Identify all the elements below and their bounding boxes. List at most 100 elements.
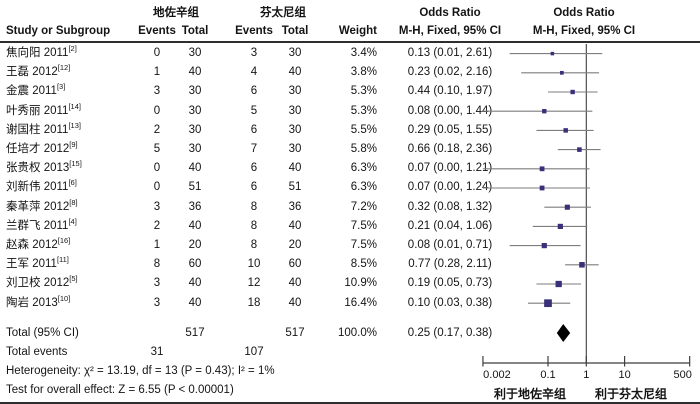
events-dezocine: 2: [153, 123, 161, 136]
heterogeneity-text: Heterogeneity: χ² = 13.19, df = 13 (P = …: [6, 365, 275, 377]
ci-text: 0.44 (0.10, 1.97): [407, 85, 493, 98]
study-ref: [4]: [68, 216, 77, 226]
header-divider: [0, 41, 700, 43]
events-fentanyl: 4: [250, 66, 258, 79]
weight-value: 5.3%: [350, 104, 377, 117]
ci-text: 0.77 (0.28, 2.11): [408, 258, 492, 271]
total-label: Total (95% CI): [6, 327, 79, 339]
study-ref: [3]: [56, 82, 66, 92]
study-ref: [13]: [68, 120, 81, 130]
weight-value: 5.8%: [350, 143, 377, 155]
events-fentanyl: 10: [247, 258, 261, 271]
total-fentanyl: 40: [288, 66, 302, 79]
total-fentanyl: 40: [288, 277, 302, 290]
ci-text: 0.19 (0.05, 0.73): [407, 277, 493, 290]
weight-value: 7.5%: [350, 219, 377, 232]
table-row: 刘卫校 2012[5] 3 40 12 40 10.9% 0.19 (0.05, 0.73): [0, 274, 700, 293]
ci-text: 0.10 (0.03, 0.38): [407, 296, 493, 309]
weight-column-header: Weight: [338, 25, 377, 37]
total-fentanyl: 40: [288, 296, 302, 309]
total-row: Total (95% CI) 517 517 100.0% 0.25 (0.17…: [0, 324, 700, 343]
total-fentanyl: 40: [288, 219, 302, 232]
table-row: 王军 2011[11] 8 60 10 60 8.5% 0.77 (0.28, 2.11): [0, 255, 700, 274]
group1-header: 地佐辛组: [153, 7, 199, 19]
total-fentanyl: 30: [288, 104, 302, 117]
study-ref: [14]: [68, 101, 81, 111]
total-dezocine: 30: [188, 47, 202, 59]
weight-value: 5.3%: [350, 85, 377, 98]
ci-text: 0.21 (0.04, 1.06): [407, 219, 493, 232]
study-ref: [2]: [68, 44, 77, 54]
weight-value: 3.4%: [350, 47, 377, 59]
weight-value: 16.4%: [344, 296, 377, 309]
total-fentanyl: 30: [288, 123, 302, 136]
study-name: 秦革萍 2012[8]: [6, 197, 78, 213]
total-dezocine: 36: [188, 200, 202, 213]
weight-value: 7.5%: [350, 239, 377, 251]
events-fentanyl: 5: [250, 104, 258, 117]
table-row: 谢国柱 2011[13] 2 30 6 30 5.5% 0.29 (0.05, 1.55): [0, 121, 700, 140]
study-ref: [12]: [57, 63, 71, 73]
total-n-fentanyl: 517: [285, 327, 305, 339]
total-fentanyl: 60: [288, 258, 302, 271]
study-name: 王磊 2012[12]: [6, 63, 71, 79]
total-fentanyl: 36: [288, 200, 302, 213]
table-row: 陶岩 2013[10] 3 40 18 40 16.4% 0.10 (0.03, 0.38): [0, 294, 700, 313]
total-fentanyl: 51: [288, 181, 302, 194]
weight-value: 6.3%: [350, 162, 377, 175]
total-fentanyl: 30: [288, 47, 302, 59]
total-dezocine: 30: [188, 123, 202, 136]
study-name: 金震 2011[3]: [6, 82, 66, 98]
ci-text: 0.07 (0.00, 1.24): [407, 181, 493, 194]
total-dezocine: 30: [188, 143, 202, 155]
events-dezocine: 2: [153, 219, 161, 232]
weight-value: 7.2%: [350, 200, 377, 213]
weight-value: 3.8%: [350, 66, 377, 79]
events-fentanyl: 8: [250, 219, 258, 232]
events-dezocine: 3: [153, 85, 161, 98]
events-dezocine: 1: [153, 239, 161, 251]
weight-value: 8.5%: [350, 258, 377, 271]
weight-value: 6.3%: [350, 181, 377, 194]
table-row: 王磊 2012[12] 1 40 4 40 3.8% 0.23 (0.02, 2.16): [0, 63, 700, 82]
total-events-fentanyl: 107: [244, 346, 264, 358]
study-ref: [10]: [57, 293, 71, 303]
events-dezocine: 3: [153, 200, 161, 213]
study-column-header: Study or Subgroup: [6, 25, 111, 37]
total-fentanyl: 30: [288, 143, 302, 155]
weight-value: 5.5%: [350, 123, 377, 136]
table-row: 张贵权 2013[15] 0 40 6 40 6.3% 0.07 (0.00, 1.21): [0, 159, 700, 178]
total-events-dezocine: 31: [150, 346, 164, 358]
events-dezocine: 5: [153, 143, 161, 155]
overall-effect-row: Test for overall effect: Z = 6.55 (P < 0…: [0, 381, 700, 400]
events-fentanyl: 8: [250, 200, 258, 213]
total-dezocine: 60: [188, 258, 202, 271]
table-row: 金震 2011[3] 3 30 6 30 5.3% 0.44 (0.10, 1.97): [0, 82, 700, 101]
study-ref: [6]: [68, 178, 77, 188]
events-fentanyl: 7: [250, 143, 258, 155]
table-row: 兰群飞 2011[4] 2 40 8 40 7.5% 0.21 (0.04, 1.06): [0, 217, 700, 236]
total1-column-header: Total: [181, 25, 209, 37]
ci-text: 0.32 (0.08, 1.32): [407, 200, 493, 213]
total-dezocine: 30: [188, 85, 202, 98]
ci-text: 0.66 (0.18, 2.36): [407, 143, 493, 155]
study-name: 赵森 2012[16]: [6, 236, 71, 251]
events2-column-header: Events: [235, 25, 273, 37]
total-weight: 100.0%: [337, 327, 377, 339]
study-name: 刘卫校 2012[5]: [6, 274, 78, 290]
total2-column-header: Total: [281, 25, 309, 37]
total-fentanyl: 20: [288, 239, 302, 251]
events-fentanyl: 8: [250, 239, 258, 251]
study-name: 陶岩 2013[10]: [6, 293, 71, 309]
table-row: 焦向阳 2011[2] 0 30 3 30 3.4% 0.13 (0.01, 2.61): [0, 44, 700, 63]
study-ref: [8]: [69, 197, 78, 207]
table-row: 叶秀丽 2011[14] 0 30 5 30 5.3% 0.08 (0.00, 1.44): [0, 102, 700, 121]
events-dezocine: 1: [153, 66, 161, 79]
study-name: 叶秀丽 2011[14]: [6, 101, 81, 117]
events-dezocine: 8: [153, 258, 161, 271]
study-name: 张贵权 2013[15]: [6, 159, 82, 175]
total-dezocine: 40: [188, 219, 202, 232]
ci-text: 0.08 (0.01, 0.71): [407, 239, 493, 251]
events-fentanyl: 6: [250, 85, 258, 98]
